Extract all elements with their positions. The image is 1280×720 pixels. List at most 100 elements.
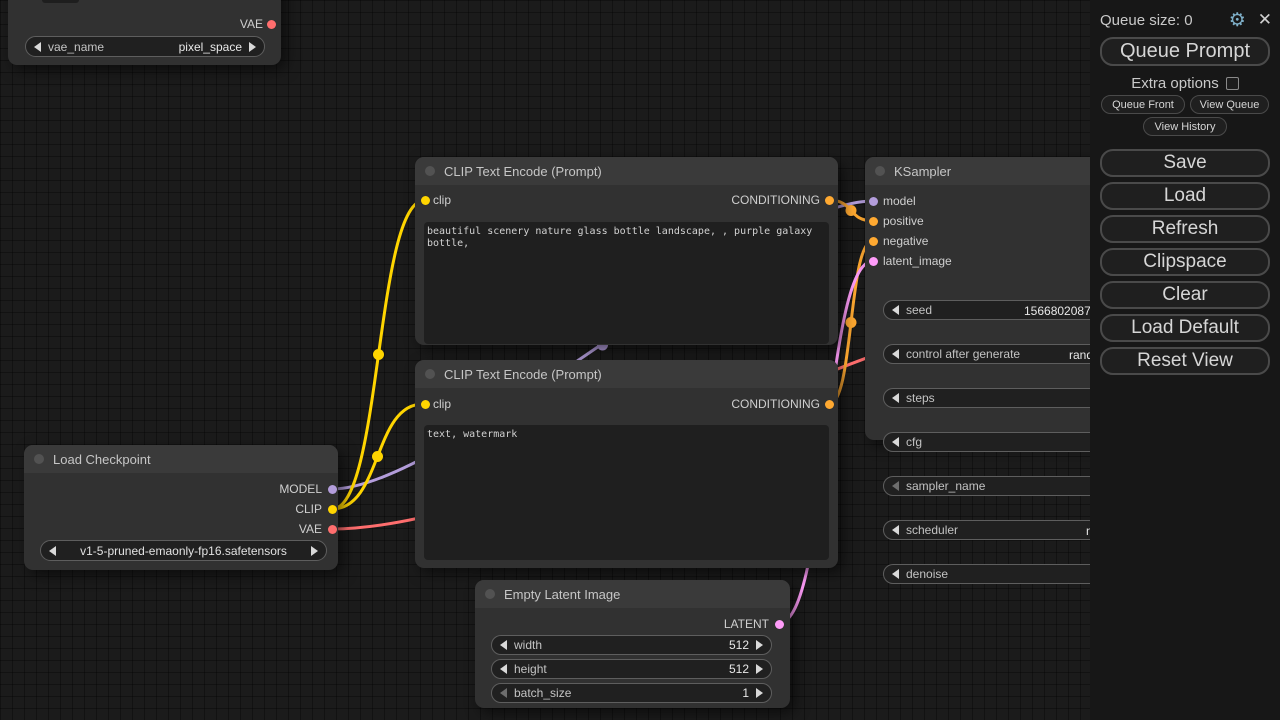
input-slot-label: clip xyxy=(433,397,452,411)
collapse-dot-icon[interactable] xyxy=(485,589,495,599)
node-title: Empty Latent Image xyxy=(504,586,621,602)
input-slot-latent-image[interactable] xyxy=(868,256,878,266)
widget-name: steps xyxy=(906,391,935,405)
stepper-left-arrow-icon[interactable] xyxy=(892,393,899,403)
input-slot-positive[interactable] xyxy=(868,216,878,226)
node-titlebar[interactable]: Empty Latent Image xyxy=(475,580,790,608)
output-slot-label: MODEL xyxy=(279,482,322,496)
stepper-left-arrow-icon[interactable] xyxy=(892,349,899,359)
save-button[interactable]: Save xyxy=(1100,149,1270,177)
batch-size-widget[interactable]: batch_size 1 xyxy=(491,683,772,703)
widget-name: denoise xyxy=(906,567,949,581)
node-titlebar[interactable]: CLIP Text Encode (Prompt) xyxy=(415,157,838,185)
view-queue-button[interactable]: View Queue xyxy=(1190,95,1269,114)
combo-right-arrow-icon[interactable] xyxy=(249,41,256,52)
output-slot-clip[interactable] xyxy=(327,504,337,514)
stepper-left-arrow-icon[interactable] xyxy=(500,664,507,674)
extra-options-label: Extra options xyxy=(1131,74,1219,92)
output-slot-label: VAE xyxy=(239,17,263,31)
widget-value: v1-5-pruned-emaonly-fp16.safetensors xyxy=(80,543,287,558)
widget-name: cfg xyxy=(906,435,923,449)
stepper-right-arrow-icon[interactable] xyxy=(756,640,763,650)
vae-name-combo[interactable]: vae_name pixel_space xyxy=(25,36,265,57)
stepper-left-arrow-icon[interactable] xyxy=(892,437,899,447)
settings-gear-icon[interactable]: ⚙ xyxy=(1228,9,1246,31)
load-button[interactable]: Load xyxy=(1100,182,1270,210)
queue-front-button[interactable]: Queue Front xyxy=(1101,95,1185,114)
widget-name: control after generate xyxy=(906,347,1021,361)
input-slot-label: positive xyxy=(883,214,924,228)
widget-name: vae_name xyxy=(48,39,105,54)
clear-button[interactable]: Clear xyxy=(1100,281,1270,309)
output-slot-conditioning[interactable] xyxy=(824,195,834,205)
widget-name: scheduler xyxy=(906,523,959,537)
prompt-textarea[interactable]: text, watermark xyxy=(424,425,829,560)
output-slot-label: CONDITIONING xyxy=(731,397,820,411)
output-slot-label: VAE xyxy=(298,522,322,536)
widget-value: 512 xyxy=(728,662,749,676)
prompt-textarea[interactable]: beautiful scenery nature glass bottle la… xyxy=(424,222,829,344)
node-empty-latent-image[interactable]: Empty Latent Image LATENT width 512 heig… xyxy=(475,580,790,708)
widget-value: n xyxy=(1086,524,1093,538)
load-default-button[interactable]: Load Default xyxy=(1100,314,1270,342)
output-slot-vae[interactable] xyxy=(266,19,276,29)
output-slot-label: LATENT xyxy=(723,617,769,631)
node-titlebar[interactable]: CLIP Text Encode (Prompt) xyxy=(415,360,838,388)
input-slot-model[interactable] xyxy=(868,196,878,206)
clipspace-button[interactable]: Clipspace xyxy=(1100,248,1270,276)
output-slot-vae[interactable] xyxy=(327,524,337,534)
widget-value: 512 xyxy=(728,638,749,652)
widget-name: seed xyxy=(906,303,933,317)
collapse-dot-icon[interactable] xyxy=(875,166,885,176)
output-slot-conditioning[interactable] xyxy=(824,399,834,409)
close-icon[interactable]: ✕ xyxy=(1257,10,1272,29)
stepper-left-arrow-icon[interactable] xyxy=(892,569,899,579)
node-vae-loader[interactable]: VAE vae_name pixel_space xyxy=(8,0,281,65)
extra-options-checkbox[interactable] xyxy=(1225,76,1239,90)
collapse-dot-icon[interactable] xyxy=(425,369,435,379)
combo-left-arrow-icon[interactable] xyxy=(49,545,56,556)
stepper-left-arrow-icon[interactable] xyxy=(892,525,899,535)
widget-value: 1 xyxy=(742,686,749,700)
node-title: Load Checkpoint xyxy=(53,451,151,467)
stepper-right-arrow-icon[interactable] xyxy=(756,664,763,674)
output-slot-latent[interactable] xyxy=(774,619,784,629)
comfy-menu-panel: Queue size: 0 ⚙ ✕ Queue Prompt Extra opt… xyxy=(1090,0,1280,720)
widget-name: width xyxy=(514,638,543,652)
clipped-widget xyxy=(42,0,79,3)
node-title: CLIP Text Encode (Prompt) xyxy=(444,366,602,382)
collapse-dot-icon[interactable] xyxy=(34,454,44,464)
queue-prompt-button[interactable]: Queue Prompt xyxy=(1100,37,1270,66)
collapse-dot-icon[interactable] xyxy=(425,166,435,176)
ckpt-name-combo[interactable]: v1-5-pruned-emaonly-fp16.safetensors xyxy=(40,540,327,561)
node-clip-text-encode-negative[interactable]: CLIP Text Encode (Prompt) clip CONDITION… xyxy=(415,360,838,568)
stepper-left-arrow-icon[interactable] xyxy=(892,305,899,315)
combo-left-arrow-icon[interactable] xyxy=(34,41,41,52)
view-history-button[interactable]: View History xyxy=(1143,117,1227,136)
combo-right-arrow-icon[interactable] xyxy=(311,545,318,556)
output-slot-model[interactable] xyxy=(327,484,337,494)
input-slot-negative[interactable] xyxy=(868,236,878,246)
stepper-right-arrow-icon[interactable] xyxy=(756,688,763,698)
node-title: KSampler xyxy=(894,163,952,179)
input-slot-clip[interactable] xyxy=(420,195,430,205)
stepper-left-arrow-icon[interactable] xyxy=(500,688,507,698)
node-title: CLIP Text Encode (Prompt) xyxy=(444,163,602,179)
widget-value: 1566802087 xyxy=(1024,304,1091,318)
width-widget[interactable]: width 512 xyxy=(491,635,772,655)
widget-value: pixel_space xyxy=(178,39,242,54)
reset-view-button[interactable]: Reset View xyxy=(1100,347,1270,375)
height-widget[interactable]: height 512 xyxy=(491,659,772,679)
refresh-button[interactable]: Refresh xyxy=(1100,215,1270,243)
denoise-widget[interactable]: denoise xyxy=(883,564,1137,584)
input-slot-label: negative xyxy=(883,234,929,248)
node-titlebar[interactable]: Load Checkpoint xyxy=(24,445,338,473)
input-slot-clip[interactable] xyxy=(420,399,430,409)
input-slot-label: clip xyxy=(433,193,452,207)
node-clip-text-encode-positive[interactable]: CLIP Text Encode (Prompt) clip CONDITION… xyxy=(415,157,838,345)
widget-name: sampler_name xyxy=(906,479,986,493)
input-slot-label: model xyxy=(883,194,916,208)
stepper-left-arrow-icon[interactable] xyxy=(892,481,899,491)
node-load-checkpoint[interactable]: Load Checkpoint MODEL CLIP VAE v1-5-prun… xyxy=(24,445,338,570)
stepper-left-arrow-icon[interactable] xyxy=(500,640,507,650)
